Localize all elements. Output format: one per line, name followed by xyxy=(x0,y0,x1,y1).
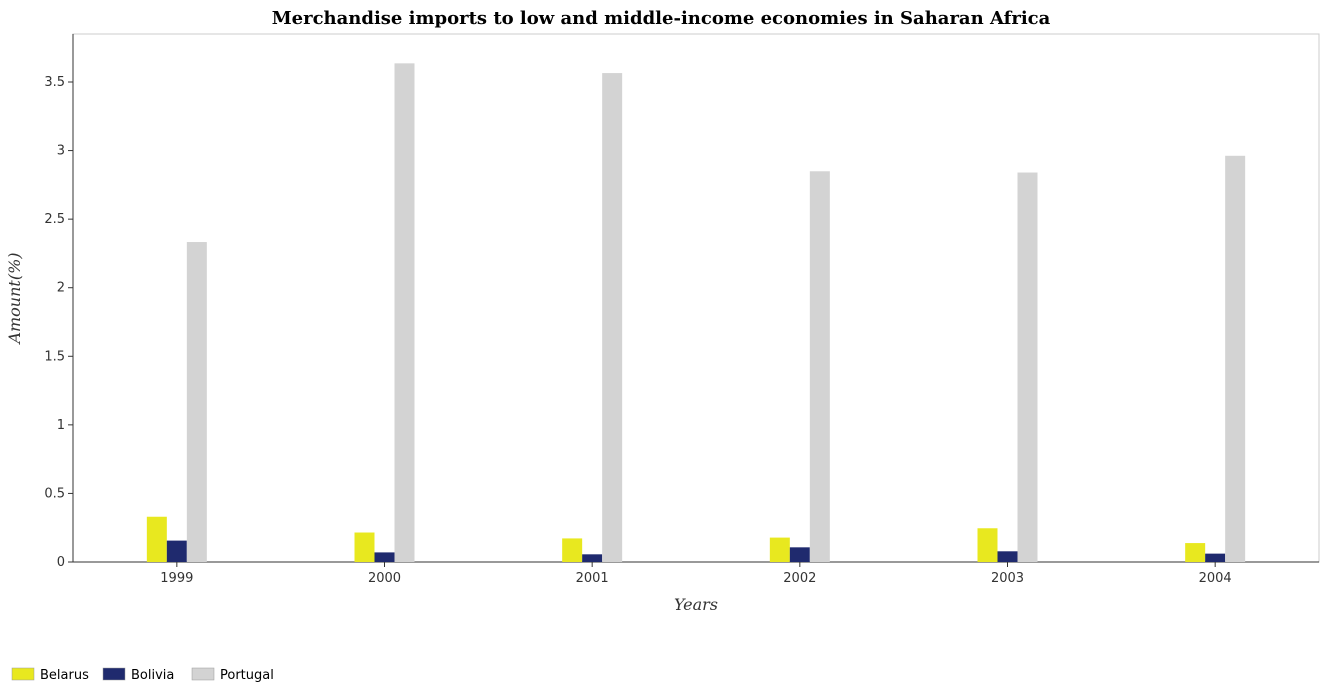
x-tick-label: 2001 xyxy=(576,571,609,586)
x-axis-label: Years xyxy=(674,595,718,614)
x-tick-label: 2000 xyxy=(368,571,401,586)
y-tick-label: 0.5 xyxy=(44,486,65,501)
y-tick-label: 0 xyxy=(57,555,65,570)
legend: Belarus Bolivia Portugal xyxy=(11,667,274,683)
bar-bolivia-2004 xyxy=(1205,553,1226,562)
x-tick-label: 2002 xyxy=(783,571,816,586)
y-tick-label: 1.5 xyxy=(44,349,65,364)
chart-title: Merchandise imports to low and middle-in… xyxy=(272,8,1051,29)
legend-swatch-belarus xyxy=(11,667,35,681)
y-tick-label: 2 xyxy=(57,281,65,296)
bar-portugal-2002 xyxy=(809,171,830,562)
bar-belarus-2003 xyxy=(977,528,998,562)
bar-belarus-2000 xyxy=(354,532,375,562)
bar-bolivia-2000 xyxy=(374,552,395,562)
legend-swatch-portugal xyxy=(191,667,215,681)
y-tick-label: 3.5 xyxy=(44,75,65,90)
x-tick-label: 2004 xyxy=(1199,571,1232,586)
legend-swatch-bolivia xyxy=(102,667,126,681)
bar-belarus-2004 xyxy=(1185,543,1206,562)
x-tick-label: 1999 xyxy=(160,571,193,586)
bar-belarus-1999 xyxy=(146,516,167,562)
bar-bolivia-2003 xyxy=(997,551,1018,562)
bar-portugal-1999 xyxy=(186,242,207,562)
y-tick-label: 2.5 xyxy=(44,212,65,227)
bar-portugal-2001 xyxy=(602,73,623,562)
bar-portugal-2003 xyxy=(1017,172,1038,562)
bar-belarus-2001 xyxy=(562,538,583,562)
legend-label-belarus: Belarus xyxy=(40,668,89,683)
legend-label-portugal: Portugal xyxy=(220,668,274,683)
y-ticks: 0 0.5 1 1.5 2 2.5 3 3.5 xyxy=(44,75,73,570)
y-axis-label: Amount(%) xyxy=(5,252,24,345)
y-tick-label: 3 xyxy=(57,144,65,159)
bar-bolivia-1999 xyxy=(166,540,187,562)
bar-portugal-2000 xyxy=(394,63,415,562)
plot-frame xyxy=(72,33,1320,563)
bar-belarus-2002 xyxy=(769,537,790,562)
legend-label-bolivia: Bolivia xyxy=(131,668,174,683)
y-tick-label: 1 xyxy=(57,418,65,433)
bar-bolivia-2001 xyxy=(582,554,603,562)
x-tick-label: 2003 xyxy=(991,571,1024,586)
bar-portugal-2004 xyxy=(1225,155,1246,563)
bar-bolivia-2002 xyxy=(789,547,810,562)
x-ticks: 1999 2000 2001 2002 2003 2004 xyxy=(160,562,1232,586)
bars xyxy=(146,63,1246,563)
